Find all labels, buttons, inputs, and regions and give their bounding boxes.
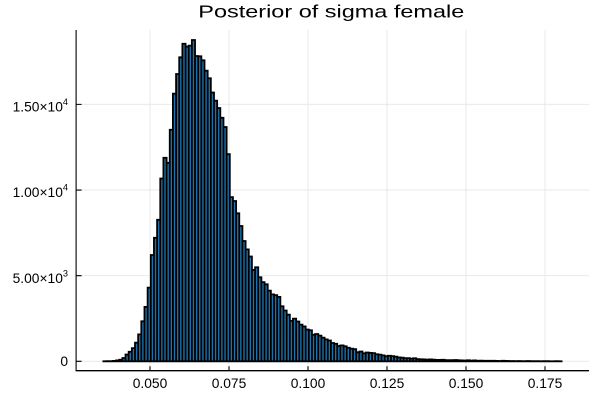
svg-text:0.050: 0.050 [133, 376, 168, 391]
svg-text:1.50×104: 1.50×104 [13, 97, 68, 115]
svg-text:0.175: 0.175 [528, 376, 563, 391]
svg-text:0: 0 [60, 354, 68, 369]
svg-text:Posterior of sigma female: Posterior of sigma female [198, 1, 464, 21]
svg-text:0.100: 0.100 [291, 376, 326, 391]
svg-text:0.075: 0.075 [212, 376, 247, 391]
svg-text:5.00×103: 5.00×103 [13, 268, 68, 286]
svg-text:0.125: 0.125 [370, 376, 405, 391]
svg-text:0.150: 0.150 [449, 376, 484, 391]
svg-text:1.00×104: 1.00×104 [13, 183, 68, 201]
